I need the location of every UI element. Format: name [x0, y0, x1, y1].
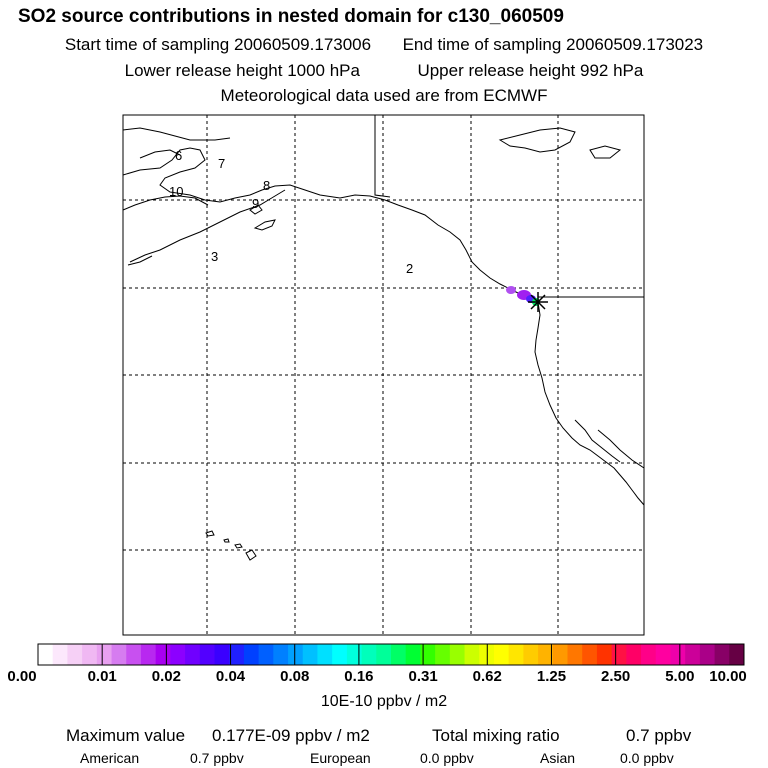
- region-asian-name: Asian: [540, 750, 576, 766]
- colorbar-swatch: [38, 644, 54, 665]
- colorbar-swatch: [67, 644, 83, 665]
- upper-label: Upper release height: [417, 61, 576, 80]
- colorbar-swatch: [552, 644, 568, 665]
- colorbar-swatch: [699, 644, 716, 665]
- colorbar-swatch: [582, 644, 598, 665]
- upper-value: 992 hPa: [580, 61, 644, 80]
- total-label: Total mixing ratio: [432, 726, 560, 745]
- colorbar-swatch: [140, 644, 157, 665]
- max-value: 0.177E-09 ppbv / m2: [212, 726, 370, 745]
- colorbar-tick-label: 0.31: [408, 668, 438, 685]
- colorbar-swatch: [655, 644, 671, 665]
- colorbar-swatch: [82, 644, 98, 665]
- colorbar-swatch: [626, 644, 642, 665]
- colorbar-tick-label: 0.00: [7, 668, 37, 685]
- max-label: Maximum value: [66, 726, 186, 745]
- map-label-9: 9: [252, 196, 259, 211]
- release-site-marker: [528, 292, 548, 312]
- colorbar-swatch: [449, 644, 466, 665]
- colorbar-swatch: [155, 644, 171, 665]
- colorbar-swatch: [317, 644, 333, 665]
- map-label-6: 6: [175, 148, 182, 163]
- colorbar-swatch: [729, 644, 745, 665]
- map-number-labels: 6 7 8 9 10 3 2: [169, 148, 413, 276]
- colorbar-swatch: [376, 644, 392, 665]
- colorbar-swatch: [229, 644, 245, 665]
- region-american-name: American: [80, 750, 140, 766]
- colorbar-tick-label: 0.08: [280, 668, 310, 685]
- colorbar-swatch: [302, 644, 318, 665]
- map-label-2: 2: [406, 261, 413, 276]
- colorbar-swatch: [258, 644, 274, 665]
- colorbar-swatch: [435, 644, 451, 665]
- sampling-times-line: Start time of sampling 20060509.173006 E…: [0, 35, 768, 55]
- unit-label: 10E-10 ppbv / m2: [320, 693, 448, 710]
- colorbar-swatch: [714, 644, 730, 665]
- chart-title: SO2 source contributions in nested domai…: [18, 6, 564, 27]
- colorbar-tick-label: 1.25: [536, 668, 567, 685]
- colorbar-tick-label: 0.16: [344, 668, 374, 685]
- colorbar-swatch: [243, 644, 260, 665]
- map-label-7: 7: [218, 156, 225, 171]
- colorbar-swatch: [52, 644, 68, 665]
- start-label: Start time of sampling: [64, 35, 230, 54]
- colorbar-swatch: [126, 644, 142, 665]
- colorbar-swatch: [464, 644, 480, 665]
- colorbar: [37, 643, 745, 666]
- region-american-value: 0.7 ppbv: [190, 750, 244, 766]
- colorbar-swatch: [493, 644, 510, 665]
- colorbar-swatch: [596, 644, 613, 665]
- colorbar-swatch: [508, 644, 524, 665]
- region-european-value: 0.0 ppbv: [420, 750, 474, 766]
- colorbar-swatch: [170, 644, 186, 665]
- colorbar-swatch: [405, 644, 421, 665]
- map-label-10: 10: [169, 184, 183, 199]
- colorbar-tick-label: 2.50: [601, 668, 631, 685]
- region-european-name: European: [310, 750, 371, 766]
- colorbar-swatch: [685, 644, 701, 665]
- met-data-line: Meteorological data used are from ECMWF: [220, 86, 548, 105]
- colorbar-tick-label: 0.62: [472, 668, 502, 685]
- lower-value: 1000 hPa: [287, 61, 360, 80]
- colorbar-swatch: [273, 644, 289, 665]
- colorbar-tick-label: 5.00: [665, 668, 695, 685]
- colorbar-tick-label: 10.00: [709, 668, 747, 685]
- colorbar-swatch: [611, 644, 627, 665]
- colorbar-swatch: [420, 644, 436, 665]
- colorbar-swatch: [523, 644, 539, 665]
- colorbar-swatch: [567, 644, 583, 665]
- colorbar-swatch: [641, 644, 657, 665]
- colorbar-tick-label: 0.01: [87, 668, 117, 685]
- start-value: 20060509.173006: [234, 35, 372, 54]
- coastlines: [122, 115, 645, 561]
- lat-lon-grid: [123, 115, 644, 635]
- end-value: 20060509.173023: [566, 35, 704, 54]
- colorbar-swatch: [332, 644, 348, 665]
- colorbar-swatch: [288, 644, 304, 665]
- colorbar-swatch: [670, 644, 686, 665]
- colorbar-swatch: [538, 644, 554, 665]
- map-label-8: 8: [263, 178, 270, 193]
- colorbar-swatch: [346, 644, 363, 665]
- colorbar-swatch: [214, 644, 230, 665]
- total-value: 0.7 ppbv: [626, 726, 692, 745]
- colorbar-swatch: [96, 644, 113, 665]
- region-asian-value: 0.0 ppbv: [620, 750, 674, 766]
- release-heights-line: Lower release height 1000 hPa Upper rele…: [0, 61, 768, 81]
- colorbar-swatch: [199, 644, 215, 665]
- colorbar-tick-label: 0.02: [151, 668, 181, 685]
- colorbar-swatch: [185, 644, 201, 665]
- lower-label: Lower release height: [124, 61, 283, 80]
- colorbar-swatch: [391, 644, 407, 665]
- map-label-3: 3: [211, 249, 218, 264]
- end-label: End time of sampling: [402, 35, 562, 54]
- colorbar-frame: [37, 643, 745, 666]
- colorbar-swatch: [361, 644, 377, 665]
- colorbar-swatch: [111, 644, 127, 665]
- colorbar-tick-label: 0.04: [215, 668, 246, 685]
